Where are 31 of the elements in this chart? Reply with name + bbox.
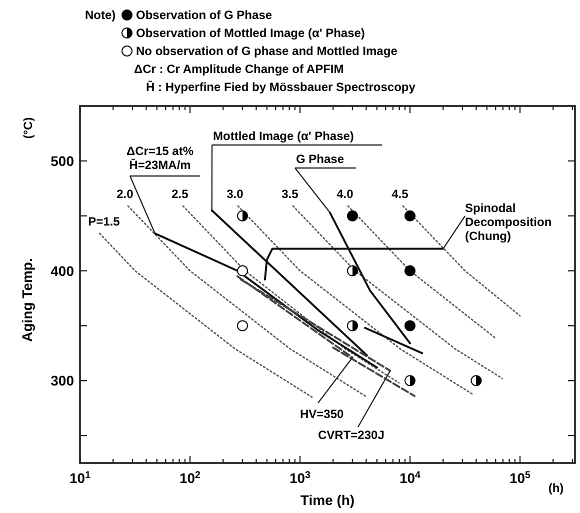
x-tick-label: 10$^{4}$	[399, 470, 422, 486]
y-tick-label: 500	[50, 152, 74, 169]
legend-label: Observation of Mottled Image (α' Phase)	[136, 26, 365, 40]
series-label: 4.0	[336, 186, 354, 201]
annotation: Spinodal Decomposition (Chung)	[465, 201, 552, 243]
text: ΔCr : Cr Amplitude Change of APFIM	[134, 62, 344, 76]
annotation: G Phase	[296, 152, 344, 166]
legend-label: No observation of G phase and Mottled Image	[136, 44, 398, 58]
series-label: 2.0	[116, 186, 134, 201]
series-label: 3.5	[282, 186, 299, 201]
x-tick-label: 10$^{3}$	[289, 470, 312, 486]
annotation: Mottled Image (α' Phase)	[213, 129, 354, 143]
text: (h)	[548, 481, 564, 495]
legend-label: Observation of G Phase	[136, 8, 272, 22]
annotation: ΔCr=15 at% H̄=23MA/m	[126, 144, 194, 172]
series-label: 2.5	[172, 186, 189, 201]
text: H̄ : Hyperfine Fied by Mössbauer Spectroscopy	[146, 80, 416, 94]
text: (°C)	[21, 117, 35, 139]
series-label: P=1.5	[88, 214, 120, 228]
x-tick-label: 10$^{2}$	[179, 470, 202, 486]
series-label: 3.0	[226, 186, 244, 201]
x-tick-label: 10$^{5}$	[509, 470, 532, 486]
annotation: CVRT=230J	[318, 428, 384, 442]
x-tick-label: 10$^{1}$	[69, 470, 92, 486]
x-axis-title: Time (h)	[300, 492, 355, 508]
series-label: 4.5	[392, 186, 409, 201]
legend-title: Note)	[85, 8, 116, 22]
y-axis-title: Aging Temp.	[19, 258, 35, 342]
y-tick-label: 400	[50, 262, 74, 279]
annotation: HV=350	[300, 407, 344, 421]
y-tick-label: 300	[50, 372, 74, 389]
